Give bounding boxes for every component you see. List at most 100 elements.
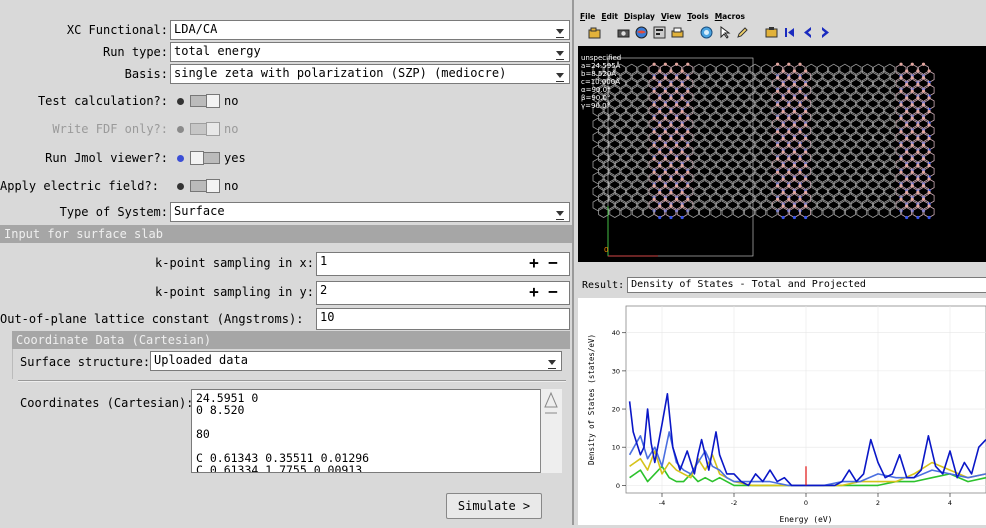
menu-view[interactable]: View xyxy=(660,12,682,21)
toggle-indicator-icon xyxy=(177,125,184,133)
coord-line xyxy=(196,416,536,428)
chevron-down-icon[interactable] xyxy=(546,355,558,369)
y-axis-label: Density of States (states/eV) xyxy=(587,334,596,465)
dos-plot[interactable]: 0 10 20 30 40 -4 -2 0 2 4 Energy (eV) Density of St… xyxy=(578,298,986,525)
chevron-down-icon[interactable] xyxy=(554,24,566,38)
menu-file[interactable]: File xyxy=(580,12,596,21)
decrement-icon[interactable]: − xyxy=(548,282,558,301)
cell-info-line: β=90.0° xyxy=(581,94,611,102)
xc-functional-select[interactable]: LDA/CA xyxy=(170,20,570,40)
electric-field-toggle[interactable]: no xyxy=(177,177,238,195)
ky-input[interactable]: 2 xyxy=(316,281,570,305)
settings-icon[interactable] xyxy=(765,26,778,39)
x-tick-label: 0 xyxy=(804,499,808,507)
chevron-down-icon[interactable] xyxy=(554,206,566,220)
toggle-switch[interactable] xyxy=(190,179,220,193)
toggle-indicator-icon xyxy=(177,97,184,105)
unit-cell-outline xyxy=(607,57,754,257)
write-fdf-toggle: no xyxy=(177,120,238,138)
surface-slab-section-header: Input for surface slab xyxy=(0,225,572,243)
decrement-icon[interactable]: − xyxy=(548,253,558,272)
run-type-label: Run type: xyxy=(102,45,168,59)
unit-cell-info: unspecified a=24.595Å b=8.520Å c=10.000Å… xyxy=(581,54,621,110)
increment-icon[interactable]: + xyxy=(529,282,539,301)
first-frame-icon[interactable] xyxy=(783,26,796,39)
run-type-select[interactable]: total energy xyxy=(170,42,570,62)
kx-label: k-point sampling in x: xyxy=(155,256,314,270)
toggle-switch[interactable] xyxy=(190,151,220,165)
run-type-value: total energy xyxy=(174,44,261,58)
coordinate-section-header: Coordinate Data (Cartesian) xyxy=(12,331,570,349)
scroll-up-icon[interactable] xyxy=(541,389,561,419)
x-tick-label: -2 xyxy=(731,499,737,507)
rotate-icon[interactable] xyxy=(700,26,713,39)
cell-info-line: α=90.0° xyxy=(581,86,611,94)
result-row: Result: Density of States - Total and Pr… xyxy=(582,277,986,293)
electric-field-value: no xyxy=(224,179,239,193)
kx-value: 1 xyxy=(320,254,328,268)
result-select[interactable]: Density of States - Total and Projected xyxy=(627,277,986,293)
molecule-viewer[interactable]: unspecified a=24.595Å b=8.520Å c=10.000Å… xyxy=(578,46,986,262)
tools-icon[interactable] xyxy=(653,26,666,39)
menu-display[interactable]: Display xyxy=(624,12,655,21)
y-tick-label: 20 xyxy=(612,406,620,414)
pencil-icon[interactable] xyxy=(736,26,749,39)
basis-label: Basis: xyxy=(124,67,168,81)
y-tick-label: 30 xyxy=(612,367,620,375)
xc-functional-value: LDA/CA xyxy=(174,22,218,36)
globe-icon[interactable] xyxy=(635,26,648,39)
lattice-bonds xyxy=(592,62,935,220)
simulate-button-label: Simulate > xyxy=(457,499,531,513)
dos-series-line xyxy=(628,393,986,487)
lattice-constant-input[interactable]: 10 xyxy=(316,308,570,330)
molecule-structure[interactable] xyxy=(578,46,986,262)
toggle-switch xyxy=(190,122,220,136)
coord-line: 24.5951 0 xyxy=(196,391,259,405)
toggle-indicator-icon xyxy=(177,182,184,190)
run-jmol-label: Run Jmol viewer?: xyxy=(45,151,168,165)
kx-input[interactable]: 1 xyxy=(316,252,570,276)
x-tick-label: 2 xyxy=(876,499,880,507)
test-calculation-label: Test calculation?: xyxy=(37,94,168,108)
write-fdf-label: Write FDF only?: xyxy=(52,122,168,136)
cell-info-line: unspecified xyxy=(581,54,622,62)
print-icon[interactable] xyxy=(671,26,684,39)
chevron-down-icon[interactable] xyxy=(554,46,566,60)
increment-icon[interactable]: + xyxy=(529,253,539,272)
cell-info-line: a=24.595Å xyxy=(581,62,621,70)
run-jmol-toggle[interactable]: yes xyxy=(177,149,246,167)
coordinates-textarea[interactable]: 24.5951 0 0 8.520 80 C 0.61343 0.35511 0… xyxy=(191,389,541,473)
y-tick-label: 40 xyxy=(612,329,620,337)
open-file-icon[interactable] xyxy=(588,26,601,39)
toggle-switch[interactable] xyxy=(190,94,220,108)
basis-select[interactable]: single zeta with polarization (SZP) (med… xyxy=(170,64,570,84)
jmol-menubar: File Edit Display View Tools Macros xyxy=(580,12,745,21)
result-label: Result: xyxy=(582,279,625,291)
previous-frame-icon[interactable] xyxy=(801,26,814,39)
test-calculation-toggle[interactable]: no xyxy=(177,92,238,110)
menu-tools[interactable]: Tools xyxy=(687,12,709,21)
electric-field-label: Apply electric field?: xyxy=(0,179,159,193)
lattice-constant-value: 10 xyxy=(320,310,335,324)
surface-structure-select[interactable]: Uploaded data xyxy=(150,351,562,371)
camera-icon[interactable] xyxy=(617,26,630,39)
surface-structure-value: Uploaded data xyxy=(154,353,248,367)
coord-line: 80 xyxy=(196,427,210,441)
pointer-icon[interactable] xyxy=(718,26,731,39)
dos-chart[interactable]: 0 10 20 30 40 -4 -2 0 2 4 Energy (eV) Density of St… xyxy=(578,298,986,525)
coordinates-scrollbar[interactable] xyxy=(540,389,562,473)
simulate-button[interactable]: Simulate > xyxy=(446,493,542,519)
write-fdf-value: no xyxy=(224,122,239,136)
coord-line: C 0.61334 1.7755 0.00913 xyxy=(196,463,363,473)
ky-value: 2 xyxy=(320,283,328,297)
menu-edit[interactable]: Edit xyxy=(601,12,619,21)
chevron-down-icon[interactable] xyxy=(554,68,566,82)
system-type-label: Type of System: xyxy=(59,205,168,219)
system-type-select[interactable]: Surface xyxy=(170,202,570,222)
cell-info-line: c=10.000Å xyxy=(581,78,620,86)
system-type-value: Surface xyxy=(174,204,225,218)
divider xyxy=(18,380,566,382)
next-frame-icon[interactable] xyxy=(819,26,832,39)
ky-label: k-point sampling in y: xyxy=(155,285,314,299)
menu-macros[interactable]: Macros xyxy=(714,12,745,21)
